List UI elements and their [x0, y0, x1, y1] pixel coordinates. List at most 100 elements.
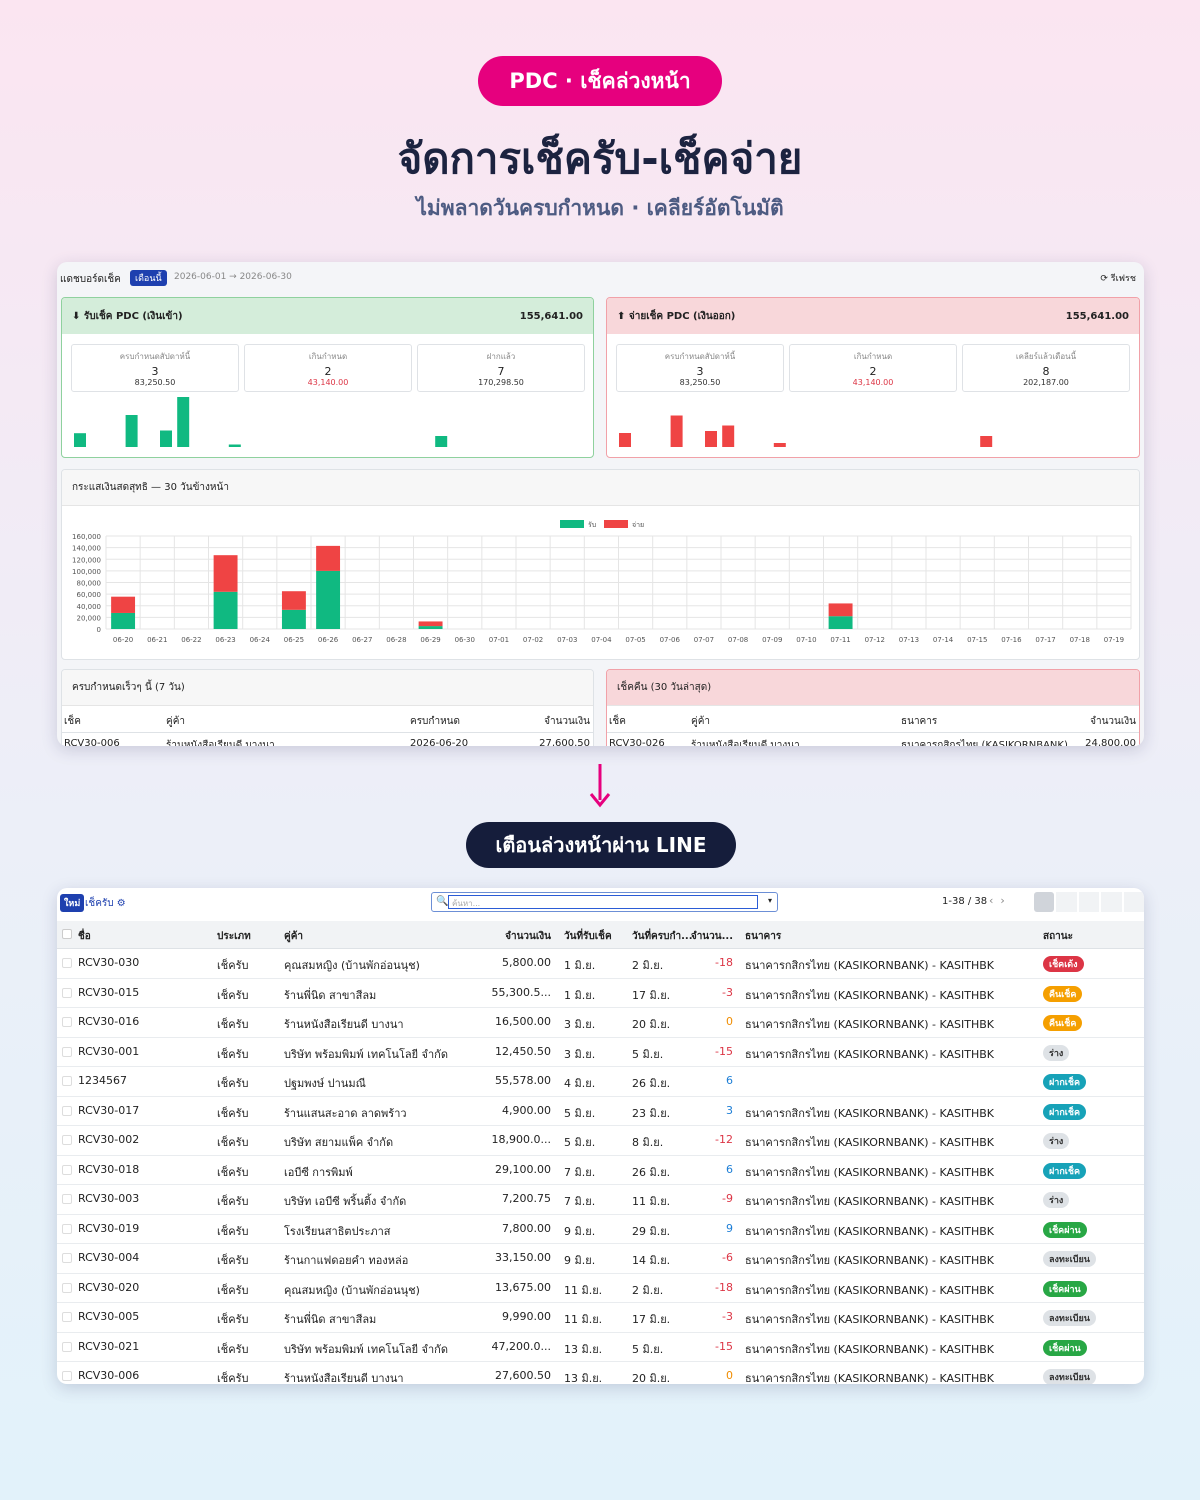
cell: 6	[726, 1162, 733, 1176]
table-row[interactable]: RCV30-030 เช็ครับ คุณสมหญิง (บ้านพักอ่อนนุ…	[57, 949, 1144, 979]
period-badge[interactable]: เดือนนี้	[130, 270, 167, 286]
x-tick-label: 06-21	[147, 636, 167, 644]
cell: เช็ครับ	[217, 1313, 249, 1326]
y-tick-label: 20,000	[77, 614, 102, 622]
dashboard-title: แดชบอร์ดเช็ค	[60, 274, 121, 285]
row-divider	[607, 732, 1139, 733]
mini-bar	[722, 425, 735, 447]
status-badge: ฝากเช็ค	[1043, 1162, 1086, 1179]
stat-label: เคลียร์แล้วเดือนนี้	[1015, 352, 1077, 361]
bar-segment	[418, 621, 443, 627]
view-switcher[interactable]	[1034, 892, 1144, 912]
cell: ธนาคารกสิกรไทย (KASIKORNBANK) - KASITHBK	[745, 1047, 995, 1061]
table-row[interactable]: 1234567 เช็ครับ ปฐมพงษ์ ปานมณี 55,578.00 4 ม…	[57, 1067, 1144, 1097]
pager-nav[interactable]: ‹ ›	[989, 894, 1005, 907]
cell: RCV30-026	[609, 738, 665, 746]
checkbox	[62, 1105, 72, 1116]
mini-chart	[619, 415, 993, 447]
cell: RCV30-019	[78, 1221, 140, 1235]
table-row[interactable]: RCV30-021 เช็ครับ บริษัท พร้อมพิมพ์ เทคโนโ…	[57, 1333, 1144, 1362]
column-header: สถานะ	[1043, 931, 1073, 942]
cell: เช็ครับ	[217, 988, 249, 1002]
card-title: รับเช็ค PDC (เงินเข้า)	[83, 310, 183, 322]
table-row[interactable]: RCV30-018 เช็ครับ เอบีซี การพิมพ์ 29,100.00…	[57, 1156, 1144, 1185]
cashflow-chart: 0 20,000 40,000 60,000 80,000 100,000 120,000 1…	[72, 520, 1132, 644]
cell: 2 มิ.ย.	[632, 1283, 664, 1297]
x-tick-label: 07-11	[830, 636, 850, 644]
checkbox	[62, 1164, 72, 1175]
cell: ธนาคารกสิกรไทย (KASIKORNBANK) - KASITHBK	[745, 1224, 995, 1238]
table-row[interactable]: RCV30-016 เช็ครับ ร้านหนังสือเรียนดี บางนา…	[57, 1008, 1144, 1038]
table-row[interactable]: RCV30-006 เช็ครับ ร้านหนังสือเรียนดี บางนา…	[57, 1362, 1144, 1384]
breadcrumb[interactable]: เช็ครับ ⚙	[85, 898, 126, 909]
cell: ธนาคารกสิกรไทย (KASIKORNBANK) - KASITHBK	[745, 988, 995, 1002]
cell: 1 มิ.ย.	[564, 959, 596, 972]
cell: RCV30-018	[78, 1162, 140, 1176]
cell: เช็ครับ	[217, 1136, 249, 1149]
stat-box: ครบกำหนดสัปดาห์นี้ 3 83,250.50	[71, 344, 239, 392]
cell: 0	[726, 1015, 733, 1028]
cell: RCV30-001	[78, 1044, 140, 1058]
cell: 5 มิ.ย.	[632, 1342, 664, 1356]
cell: 18,900.0...	[491, 1133, 551, 1146]
cell: 17 มิ.ย.	[632, 1313, 671, 1326]
receive-card: ⬇ รับเช็ค PDC (เงินเข้า) 155,641.00 ครบกำห…	[61, 297, 594, 458]
status-badge: ฝากเช็ค	[1043, 1103, 1086, 1120]
table-row[interactable]: RCV30-020 เช็ครับ คุณสมหญิง (บ้านพักอ่อนนุ…	[57, 1274, 1144, 1303]
x-tick-label: 06-22	[181, 636, 201, 644]
table-row[interactable]: RCV30-003 เช็ครับ บริษัท เอบีซี พริ้นติ้ง …	[57, 1185, 1144, 1215]
mini-bar	[670, 415, 683, 447]
table-row[interactable]: RCV30-001 เช็ครับ บริษัท พร้อมพิมพ์ เทคโนโ…	[57, 1038, 1144, 1067]
bar-segment	[111, 612, 136, 629]
table-row[interactable]: RCV30-005 เช็ครับ ร้านพี่นิด สาขาสีลม 9,990…	[57, 1303, 1144, 1333]
status-badge: ร่าง	[1043, 1044, 1070, 1061]
cell: 0	[726, 1369, 733, 1382]
hero-subtitle: ไม่พลาดวันครบกำหนด · เคลียร์อัตโนมัติ	[416, 196, 784, 220]
cell: บริษัท สยามแพ็ค จำกัด	[284, 1136, 394, 1149]
table-row[interactable]: RCV30-019 เช็ครับ โรงเรียนสาธิตประภาส 7,800…	[57, 1215, 1144, 1244]
cell: RCV30-005	[78, 1310, 140, 1323]
checkbox	[62, 1282, 72, 1293]
refresh-button[interactable]: ⟳ รีเฟรช	[1100, 274, 1136, 284]
hero-title: จัดการเช็ครับ-เช็คจ่าย	[397, 134, 803, 183]
cell: RCV30-015	[78, 985, 140, 999]
status-badge: ร่าง	[1043, 1133, 1070, 1149]
status-badge: คืนเช็ค	[1043, 1015, 1083, 1031]
search-box[interactable]: 🔍 ค้นหา... ▾	[431, 892, 778, 912]
cell: 8 มิ.ย.	[632, 1136, 664, 1149]
card-title-wrap: ⬆ จ่ายเช็ค PDC (เงินออก)	[617, 310, 736, 322]
cell: 24,800.00	[1085, 738, 1136, 746]
y-tick-label: 60,000	[77, 591, 102, 599]
table-header: ชื่อ ประเภท คู่ค้า จำนวนเงิน วันที่รับเช็ค วั…	[57, 921, 1144, 949]
new-button[interactable]: ใหม่	[60, 894, 85, 912]
cell: 6	[726, 1074, 733, 1087]
y-tick-label: 140,000	[72, 545, 101, 553]
cell: RCV30-017	[78, 1103, 140, 1117]
cell: บริษัท พร้อมพิมพ์ เทคโนโลยี จำกัด	[284, 1342, 448, 1356]
status-badge: คืนเช็ค	[1043, 985, 1083, 1002]
card-total: 155,641.00	[519, 310, 583, 322]
x-tick-label: 07-02	[523, 636, 543, 644]
column-header: คู่ค้า	[166, 716, 185, 727]
x-tick-label: 06-27	[352, 636, 372, 644]
cell: RCV30-021	[78, 1339, 140, 1353]
stat-amount: 83,250.50	[679, 378, 721, 387]
table-row[interactable]: RCV30-017 เช็ครับ ร้านแสนสะอาด ลาดพร้าว 4,9…	[57, 1097, 1144, 1126]
cell: 29 มิ.ย.	[632, 1224, 671, 1238]
x-tick-label: 07-03	[557, 636, 577, 644]
stat-amount: 202,187.00	[1023, 378, 1069, 387]
cell: ร้านหนังสือเรียนดี บางนา	[284, 1018, 404, 1031]
table-row[interactable]: RCV30-002 เช็ครับ บริษัท สยามแพ็ค จำกัด 18,…	[57, 1126, 1144, 1156]
cell: ธนาคารกสิกรไทย (KASIKORNBANK) - KASITHBK	[745, 1283, 995, 1297]
cell: 14 มิ.ย.	[632, 1254, 671, 1267]
column-header: ประเภท	[217, 931, 251, 942]
cell: เช็ครับ	[217, 1283, 249, 1297]
column-header: เช็ค	[609, 716, 626, 727]
table-row[interactable]: RCV30-004 เช็ครับ ร้านกาแฟดอยคำ ทองหล่อ 33,…	[57, 1244, 1144, 1274]
stat-amount: 43,140.00	[852, 378, 894, 387]
search-placeholder: ค้นหา...	[452, 899, 481, 908]
cell: 20 มิ.ย.	[632, 1018, 671, 1031]
cell: 13 มิ.ย.	[564, 1342, 603, 1356]
panel-title: เช็คคืน (30 วันล่าสุด)	[617, 682, 712, 693]
table-row[interactable]: RCV30-015 เช็ครับ ร้านพี่นิด สาขาสีลม 55,30…	[57, 979, 1144, 1008]
